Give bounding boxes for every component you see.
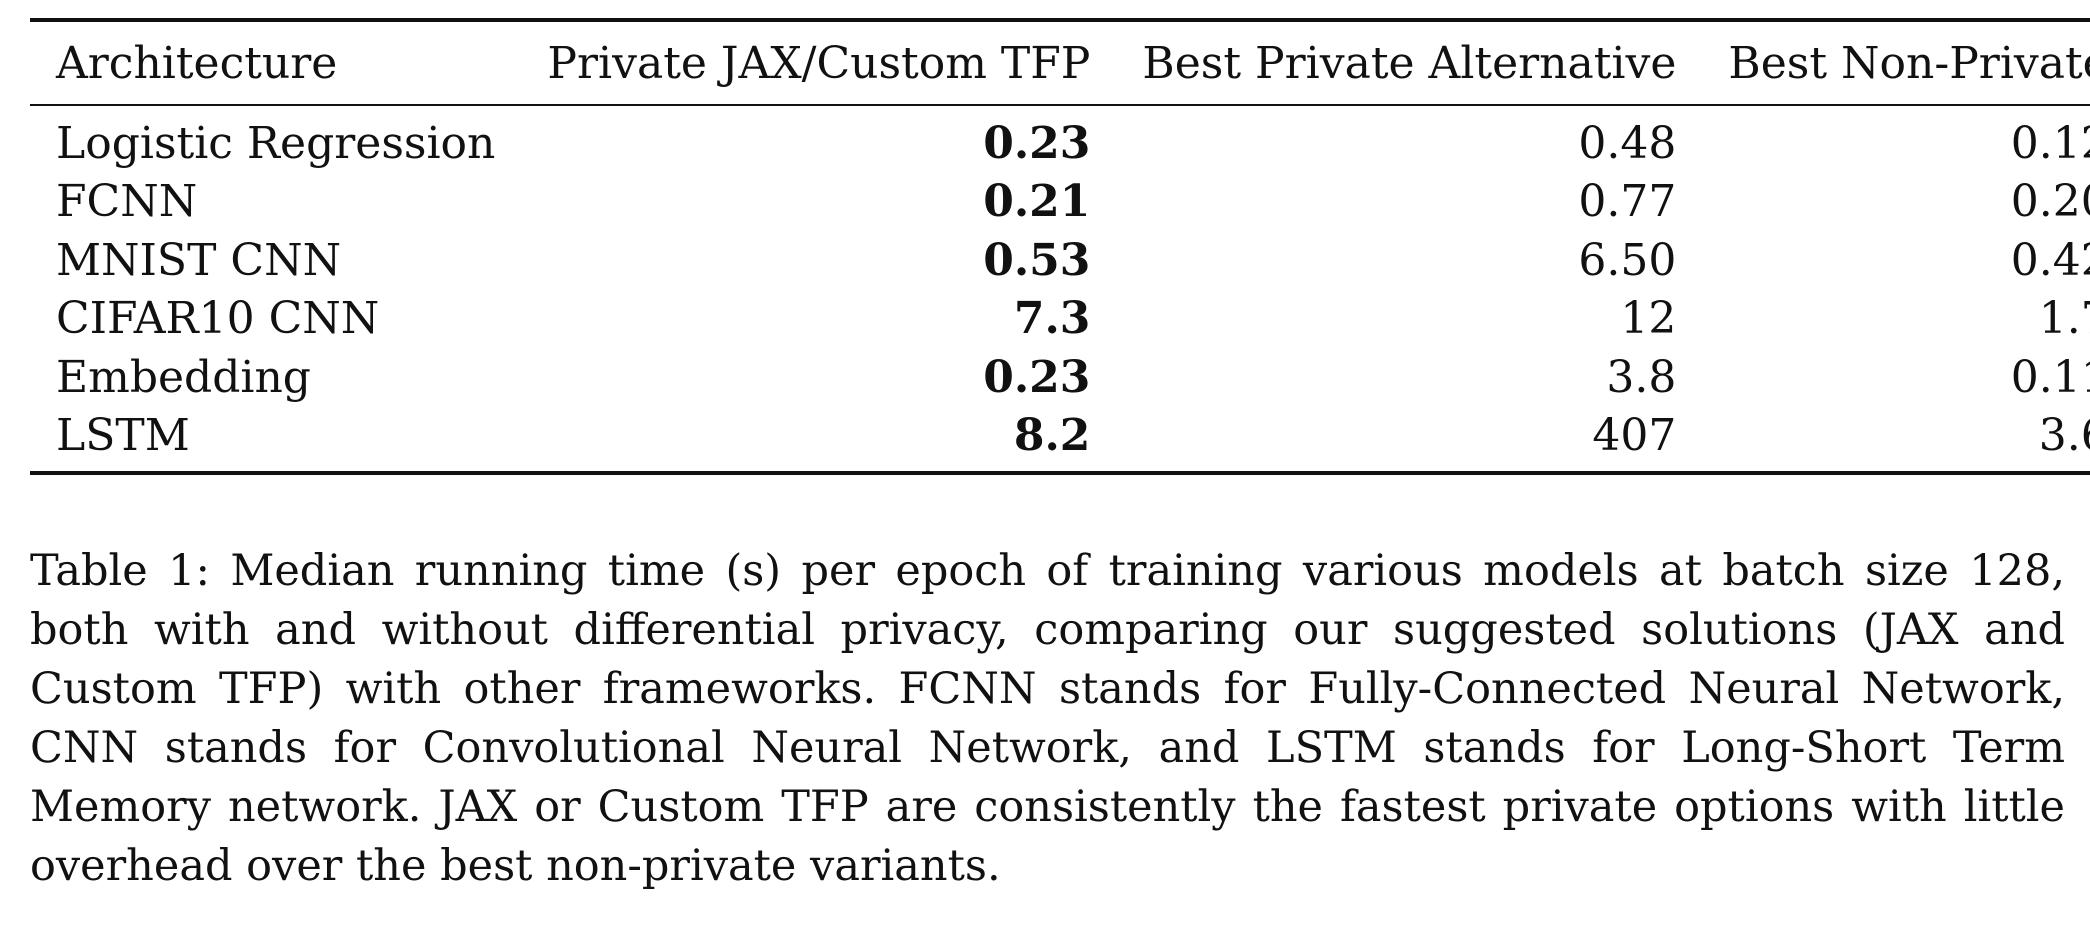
cell-best-non-private: 0.11 (2010, 351, 2090, 403)
header-private-jax-tfp: Private JAX/Custom TFP (547, 37, 1091, 89)
cell-architecture: Embedding (56, 351, 311, 403)
cell-best-private-alt: 0.48 (1578, 117, 1677, 169)
cell-best-non-private: 0.12 (2010, 117, 2090, 169)
results-table: Architecture Private JAX/Custom TFP Best… (30, 18, 2090, 475)
cell-architecture: Logistic Regression (56, 117, 496, 169)
cell-architecture: LSTM (56, 410, 190, 462)
cell-best-non-private: 3.6 (2038, 410, 2090, 462)
table-row: LSTM 8.2 407 3.6 (30, 407, 2090, 473)
header-architecture: Architecture (56, 37, 338, 89)
cell-best-private-alt: 12 (1620, 293, 1677, 345)
header-best-non-private: Best Non-Private (1728, 37, 2090, 89)
cell-architecture: FCNN (56, 176, 198, 228)
cell-private-jax-tfp: 0.23 (983, 117, 1091, 169)
cell-best-private-alt: 3.8 (1606, 351, 1677, 403)
cell-best-non-private: 0.20 (2010, 176, 2090, 228)
cell-private-jax-tfp: 0.23 (983, 351, 1091, 403)
cell-private-jax-tfp: 8.2 (1013, 410, 1091, 462)
table-header-row: Architecture Private JAX/Custom TFP Best… (30, 20, 2090, 105)
table-caption: Table 1: Median running time (s) per epo… (30, 546, 2065, 891)
cell-private-jax-tfp: 7.3 (1013, 293, 1091, 345)
cell-private-jax-tfp: 0.53 (983, 234, 1091, 286)
table-row: CIFAR10 CNN 7.3 12 1.7 (30, 290, 2090, 349)
table-row: MNIST CNN 0.53 6.50 0.42 (30, 231, 2090, 290)
cell-best-private-alt: 0.77 (1578, 176, 1677, 228)
cell-best-private-alt: 407 (1592, 410, 1677, 462)
cell-private-jax-tfp: 0.21 (983, 176, 1091, 228)
table-row: Embedding 0.23 3.8 0.11 (30, 348, 2090, 407)
results-table-container: Architecture Private JAX/Custom TFP Best… (30, 18, 2090, 475)
cell-architecture: MNIST CNN (56, 234, 342, 286)
header-best-private-alternative: Best Private Alternative (1142, 37, 1677, 89)
table-row: FCNN 0.21 0.77 0.20 (30, 173, 2090, 232)
cell-architecture: CIFAR10 CNN (56, 293, 380, 345)
cell-best-non-private: 0.42 (2010, 234, 2090, 286)
table-row: Logistic Regression 0.23 0.48 0.12 (30, 105, 2090, 173)
cell-best-non-private: 1.7 (2038, 293, 2090, 345)
cell-best-private-alt: 6.50 (1578, 234, 1677, 286)
